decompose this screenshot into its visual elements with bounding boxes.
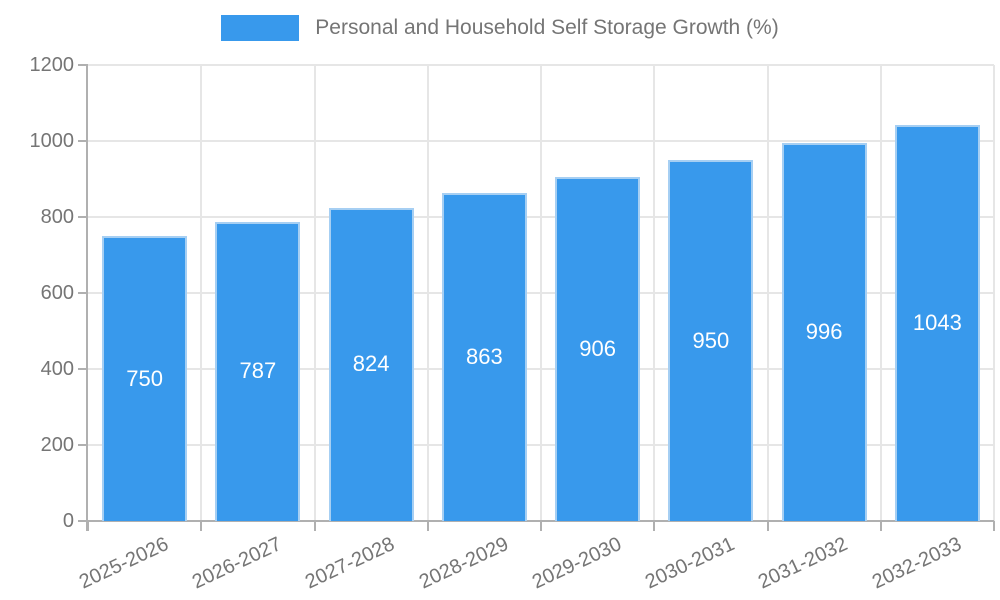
bar-value-label: 1043 (912, 309, 962, 335)
bar-2030-2031[interactable] (668, 160, 754, 521)
bar-value-label: 824 (352, 351, 390, 377)
y-axis-tick-label: 200 (40, 434, 74, 456)
y-axis-tick-label: 800 (40, 206, 74, 228)
y-axis-tick (78, 520, 88, 522)
x-axis-tick (879, 521, 882, 531)
bar-value-label: 787 (239, 358, 277, 384)
bar-value-label: 996 (805, 318, 843, 344)
x-gridline (540, 65, 542, 521)
x-axis-tick-label: 2026-2027 (189, 533, 286, 594)
legend-label: Personal and Household Self Storage Grow… (315, 16, 779, 39)
y-axis-tick (78, 368, 88, 370)
x-gridline (993, 65, 995, 521)
bar-value-label: 750 (126, 365, 163, 391)
y-axis-tick (78, 64, 88, 66)
legend[interactable]: Personal and Household Self Storage Grow… (0, 15, 1000, 41)
x-axis-tick (766, 521, 769, 531)
x-axis-tick (653, 521, 656, 531)
x-axis-line (86, 520, 994, 522)
y-axis-tick (78, 444, 88, 446)
x-axis-tick (993, 521, 995, 531)
x-axis-tick-label: 2028-2029 (415, 533, 512, 594)
bar-value-label: 906 (579, 335, 616, 361)
x-axis-tick-label: 2027-2028 (302, 533, 399, 594)
x-axis-tick (540, 521, 542, 531)
x-gridline (653, 65, 656, 521)
x-axis-tick-label: 2031-2032 (755, 533, 852, 594)
x-axis-tick-label: 2032-2033 (868, 533, 965, 594)
bar-2032-2033[interactable] (894, 124, 980, 521)
x-gridline (879, 65, 882, 521)
x-axis-tick (313, 521, 316, 531)
bar-2031-2032[interactable] (781, 142, 867, 521)
x-gridline (200, 65, 203, 521)
y-axis-tick-label: 600 (40, 282, 74, 304)
x-gridline (766, 65, 769, 521)
bar-2025-2026[interactable] (102, 236, 188, 521)
bar-value-label: 950 (692, 327, 730, 353)
x-gridline (313, 65, 316, 521)
y-axis-tick (78, 216, 88, 218)
x-axis-tick-label: 2029-2030 (528, 533, 625, 594)
legend-swatch (221, 15, 300, 41)
x-axis-tick-label: 2025-2026 (75, 533, 172, 594)
y-axis-tick-label: 400 (40, 358, 74, 380)
y-axis-tick-label: 1200 (29, 54, 75, 76)
x-axis-tick (426, 521, 429, 531)
bar-2029-2030[interactable] (555, 176, 641, 521)
y-axis-tick-label: 0 (62, 510, 74, 532)
y-axis-tick (78, 140, 88, 142)
bar-value-label: 863 (466, 344, 503, 370)
y-axis-line (86, 65, 88, 531)
x-axis-tick-label: 2030-2031 (642, 533, 739, 594)
bar-2028-2029[interactable] (441, 193, 527, 521)
bar-2027-2028[interactable] (328, 207, 414, 521)
x-axis-tick (87, 521, 89, 531)
x-axis-tick (200, 521, 203, 531)
x-gridline (426, 65, 429, 521)
y-axis-tick-label: 1000 (29, 130, 75, 152)
y-axis-tick (78, 292, 88, 294)
bar-2026-2027[interactable] (215, 221, 301, 521)
